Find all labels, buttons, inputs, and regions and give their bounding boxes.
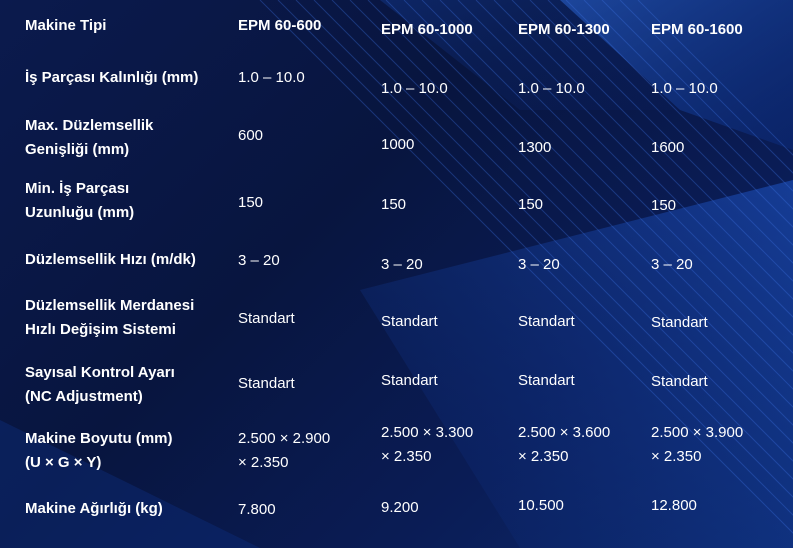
row-value-line: 3 – 20 <box>381 256 423 273</box>
row-value-line: 2.500 × 3.600 <box>518 424 611 441</box>
row-value-line: 10.500 <box>518 497 564 514</box>
row-value: Standart <box>518 369 575 393</box>
row-value: 150 <box>518 193 543 217</box>
row-value: 1.0 – 10.0 <box>238 66 305 90</box>
row-value-line: Standart <box>238 310 295 327</box>
row-value: 3 – 20 <box>238 249 280 273</box>
row-value: 1.0 – 10.0 <box>518 77 585 101</box>
row-value: 2.500 × 3.900 × 2.350 <box>651 421 743 469</box>
row-value: Standart <box>518 310 575 334</box>
row-label: Makine Boyutu (mm) (U × G × Y) <box>25 427 173 475</box>
row-value-line: Standart <box>518 372 575 389</box>
row-value: 1000 <box>381 133 414 157</box>
row-value-line: 2.500 × 3.900 <box>651 424 744 441</box>
row-label-line: (U × G × Y) <box>25 454 102 471</box>
row-value: 150 <box>238 191 263 215</box>
row-value: Standart <box>238 307 295 331</box>
row-value: Standart <box>381 369 438 393</box>
row-label-line: (NC Adjustment) <box>25 388 143 405</box>
header-label: Makine Tipi <box>25 17 107 34</box>
row-value-line: Standart <box>238 375 295 392</box>
row-label: Makine Ağırlığı (kg) <box>25 497 163 521</box>
row-value: 3 – 20 <box>651 253 693 277</box>
row-value: 7.800 <box>238 498 276 522</box>
row-value-line: 3 – 20 <box>651 256 693 273</box>
row-value-line: × 2.350 <box>651 448 702 465</box>
row-value: 1300 <box>518 136 551 160</box>
row-value: 2.500 × 3.300 × 2.350 <box>381 421 473 469</box>
row-label-line: Min. İş Parçası <box>25 180 130 197</box>
row-value-line: 7.800 <box>238 501 276 518</box>
row-value: 2.500 × 3.600 × 2.350 <box>518 421 610 469</box>
row-label-line: Uzunluğu (mm) <box>25 204 135 221</box>
row-value-line: × 2.350 <box>518 448 569 465</box>
row-label-line: Makine Boyutu (mm) <box>25 430 173 447</box>
header-model-4: EPM 60-1600 <box>651 21 743 38</box>
header-model-2: EPM 60-1000 <box>381 21 473 38</box>
row-label: Max. Düzlemsellik Genişliği (mm) <box>25 114 153 162</box>
row-label-line: İş Parçası Kalınlığı (mm) <box>25 69 199 86</box>
row-value-line: × 2.350 <box>238 454 289 471</box>
header-model-1: EPM 60-600 <box>238 17 322 34</box>
row-value-line: 150 <box>238 194 264 211</box>
row-value-line: 150 <box>381 196 407 213</box>
row-value: Standart <box>238 372 295 396</box>
row-value: 150 <box>381 193 406 217</box>
row-value-line: Standart <box>381 313 438 330</box>
row-label: Düzlemsellik Merdanesi Hızlı Değişim Sist… <box>25 294 194 342</box>
row-label: İş Parçası Kalınlığı (mm) <box>25 66 198 90</box>
row-value: 3 – 20 <box>381 253 423 277</box>
row-value-line: Standart <box>518 313 575 330</box>
row-value-line: 1.0 – 10.0 <box>651 80 718 97</box>
row-value: 1.0 – 10.0 <box>381 77 448 101</box>
row-value-line: 600 <box>238 127 264 144</box>
row-label-line: Makine Ağırlığı (kg) <box>25 500 163 517</box>
row-value: 3 – 20 <box>518 253 560 277</box>
row-value-line: 1600 <box>651 139 685 156</box>
row-value: Standart <box>651 370 708 394</box>
row-label: Sayısal Kontrol Ayarı (NC Adjustment) <box>25 361 175 409</box>
row-value-line: Standart <box>651 314 708 331</box>
row-value-line: 2.500 × 3.300 <box>381 424 474 441</box>
row-value-line: 2.500 × 2.900 <box>238 430 331 447</box>
row-value: 10.500 <box>518 494 564 518</box>
row-value: 9.200 <box>381 496 419 520</box>
row-value-line: 1.0 – 10.0 <box>238 69 305 86</box>
row-value-line: 1300 <box>518 139 552 156</box>
row-label-line: Düzlemsellik Merdanesi <box>25 297 195 314</box>
row-value-line: 3 – 20 <box>238 252 280 269</box>
row-value-line: 12.800 <box>651 497 697 514</box>
row-value: 1600 <box>651 136 684 160</box>
row-value: 2.500 × 2.900 × 2.350 <box>238 427 330 475</box>
row-label-line: Sayısal Kontrol Ayarı <box>25 364 175 381</box>
row-label-line: Hızlı Değişim Sistemi <box>25 321 176 338</box>
row-value-line: 3 – 20 <box>518 256 560 273</box>
row-value-line: 150 <box>518 196 544 213</box>
row-value: Standart <box>381 310 438 334</box>
header-model-3: EPM 60-1300 <box>518 21 610 38</box>
row-value-line: 9.200 <box>381 499 419 516</box>
row-value-line: 1.0 – 10.0 <box>518 80 585 97</box>
row-value-line: × 2.350 <box>381 448 432 465</box>
row-label-line: Genişliği (mm) <box>25 141 130 158</box>
row-value-line: 150 <box>651 197 677 214</box>
row-label: Min. İş Parçası Uzunluğu (mm) <box>25 177 134 225</box>
row-value: 12.800 <box>651 494 697 518</box>
row-value-line: 1000 <box>381 136 415 153</box>
row-label-line: Max. Düzlemsellik <box>25 117 154 134</box>
row-label-line: Düzlemsellik Hızı (m/dk) <box>25 251 196 268</box>
row-value: 1.0 – 10.0 <box>651 77 718 101</box>
row-value: Standart <box>651 311 708 335</box>
row-value-line: Standart <box>651 373 708 390</box>
row-value-line: Standart <box>381 372 438 389</box>
row-value: 600 <box>238 124 263 148</box>
row-label: Düzlemsellik Hızı (m/dk) <box>25 248 196 272</box>
row-value-line: 1.0 – 10.0 <box>381 80 448 97</box>
row-value: 150 <box>651 194 676 218</box>
